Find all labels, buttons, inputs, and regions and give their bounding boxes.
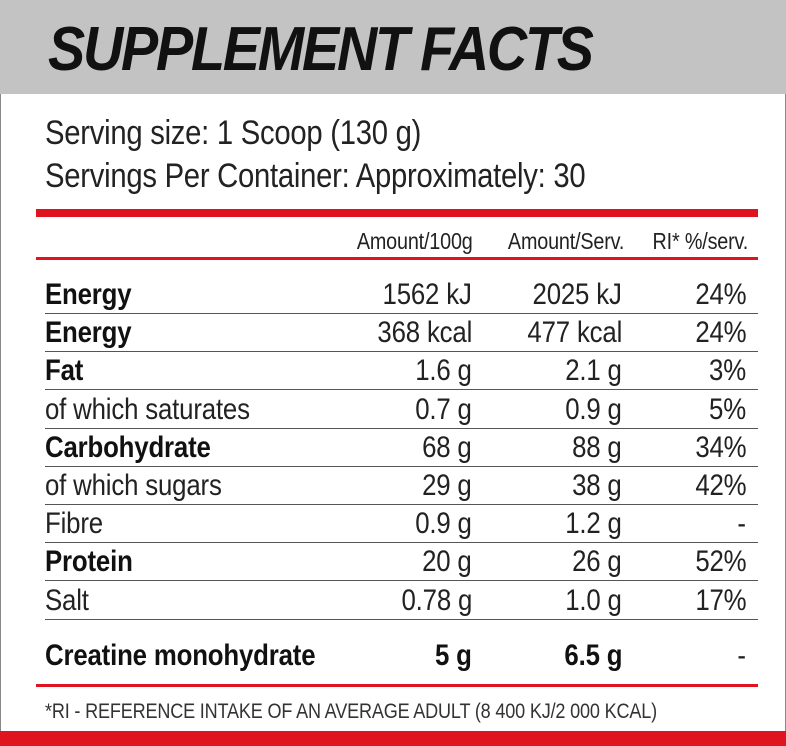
nutrient-name: Fibre [45, 507, 103, 541]
value-per-100g: 0.7 g [415, 392, 472, 426]
value-per-serving: 1.0 g [565, 583, 622, 617]
value-per-100g: 1.6 g [415, 354, 472, 388]
servings-per-container: Servings Per Container: Approximately: 3… [45, 157, 586, 195]
value-per-serving: 26 g [572, 545, 622, 579]
value-ri: 3% [709, 354, 746, 388]
divider-header [36, 257, 758, 260]
value-per-100g: 0.9 g [415, 507, 472, 541]
value-per-100g: 68 g [422, 430, 472, 464]
value-ri: 24% [694, 278, 746, 311]
value-per-serving: 88 g [572, 430, 622, 464]
value-ri: 5% [709, 392, 746, 426]
value-per-100g: 1562 kJ [382, 278, 472, 311]
value-per-100g: 5 g [435, 639, 472, 672]
table-row: Energy 368 kcal 477 kcal 24% [45, 314, 758, 353]
serving-size: Serving size: 1 Scoop (130 g) [45, 114, 422, 152]
table-row: Fibre 0.9 g 1.2 g - [45, 505, 758, 544]
table-row: Carbohydrate 68 g 88 g 34% [45, 429, 758, 467]
value-ri: - [737, 507, 747, 541]
nutrient-name: Energy [45, 316, 132, 350]
value-ri: 34% [694, 430, 746, 464]
table-row-creatine: Creatine monohydrate 5 g 6.5 g - [45, 636, 758, 680]
nutrient-name: Carbohydrate [45, 430, 211, 464]
table-row: Energy 1562 kJ 2025 kJ 24% [45, 276, 758, 314]
value-per-serving: 1.2 g [565, 507, 622, 541]
value-per-100g: 368 kcal [377, 316, 472, 350]
value-ri: - [737, 639, 747, 672]
value-per-serving: 477 kcal [527, 316, 622, 350]
divider-thick [36, 209, 758, 217]
value-per-100g: 0.78 g [401, 583, 472, 617]
nutrient-name: Creatine monohydrate [45, 639, 316, 672]
header-bar: SUPPLEMENT FACTS [0, 0, 786, 94]
bottom-accent-bar [0, 731, 786, 746]
divider-bottom [36, 684, 758, 687]
value-per-serving: 38 g [572, 469, 622, 502]
nutrient-name: Fat [45, 354, 84, 388]
nutrient-name: Protein [45, 545, 133, 579]
value-ri: 17% [694, 583, 746, 617]
table-row: Fat 1.6 g 2.1 g 3% [45, 352, 758, 391]
table-row: Protein 20 g 26 g 52% [45, 543, 758, 582]
table-row: of which sugars 29 g 38 g 42% [45, 467, 758, 505]
value-per-100g: 29 g [422, 469, 472, 502]
table-row: Salt 0.78 g 1.0 g 17% [45, 582, 758, 620]
value-ri: 42% [694, 469, 746, 502]
value-per-serving: 0.9 g [565, 392, 622, 426]
nutrient-name: of which sugars [45, 469, 222, 502]
nutrient-name: of which saturates [45, 392, 250, 426]
page-title: SUPPLEMENT FACTS [48, 15, 594, 84]
value-per-serving: 2.1 g [565, 354, 622, 388]
value-per-serving: 6.5 g [564, 639, 622, 672]
column-header-per-100g: Amount/100g [357, 228, 473, 254]
nutrient-name: Salt [45, 583, 89, 617]
footnote: *RI - REFERENCE INTAKE OF AN AVERAGE ADU… [45, 700, 657, 723]
value-per-serving: 2025 kJ [532, 278, 622, 311]
value-ri: 24% [694, 316, 746, 350]
table-row: of which saturates 0.7 g 0.9 g 5% [45, 391, 758, 429]
column-header-ri: RI* %/serv. [652, 228, 748, 254]
column-header-per-serving: Amount/Serv. [507, 228, 624, 254]
value-per-100g: 20 g [422, 545, 472, 579]
value-ri: 52% [694, 545, 746, 579]
nutrient-name: Energy [45, 278, 132, 311]
